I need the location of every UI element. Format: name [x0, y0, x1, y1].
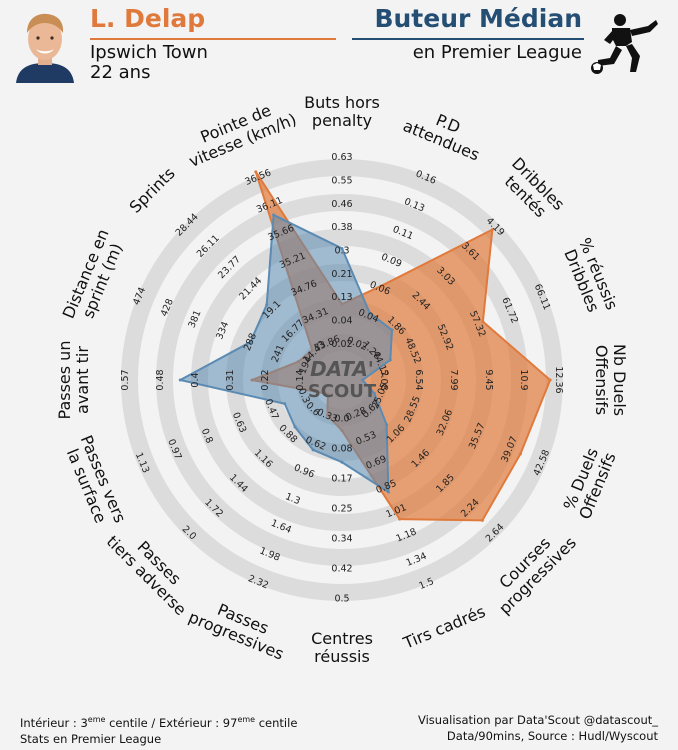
axis-label: Sprints	[126, 164, 179, 217]
axis-label: Distance ensprint (m)	[59, 226, 130, 328]
data-point	[518, 452, 522, 456]
tick-label: 0.63	[331, 152, 352, 163]
league-label: en Premier League	[412, 42, 582, 63]
player-name: L. Delap	[90, 4, 206, 33]
axis-label: Nb DuelsOffensifs	[592, 344, 629, 416]
footer-left: Intérieur : 3eme centile / Extérieur : 9…	[20, 712, 297, 747]
data-point	[283, 402, 287, 406]
data-point	[368, 311, 372, 315]
data-point	[311, 448, 315, 452]
logo-line1: DATA'	[310, 357, 374, 381]
axis-label: Passes unavant tir	[55, 341, 92, 420]
data-point	[340, 246, 344, 250]
datascout-logo: DATA'SCOUT	[308, 357, 377, 402]
axis-label: Centres réussis	[311, 629, 373, 666]
tick-label: 1.3	[284, 491, 302, 507]
tick-label: 0.04	[331, 316, 352, 327]
tick-label: 12.36	[553, 366, 564, 393]
player-info: Ipswich Town 22 ans	[90, 43, 208, 83]
data-point	[481, 320, 485, 324]
tick-label: 0.22	[260, 369, 271, 390]
data-point	[272, 213, 276, 217]
data-point	[398, 517, 402, 521]
tick-label: 0.4	[190, 372, 201, 387]
tick-label: 0.38	[331, 222, 352, 233]
axis-label: Tirs cadrés	[400, 602, 488, 653]
data-point	[386, 490, 390, 494]
player-club: Ipswich Town	[90, 42, 208, 63]
background-ring	[121, 159, 563, 601]
tick-label: 0.25	[331, 504, 352, 515]
role-title: Buteur Médian	[374, 4, 582, 33]
tick-label: 0.8	[199, 427, 215, 445]
axis-label: Dribblestentés	[495, 154, 568, 227]
tick-label: 0.17	[331, 474, 352, 485]
player-photo	[12, 9, 78, 83]
data-point	[548, 378, 552, 382]
data-point	[388, 358, 392, 362]
tick-label: 0.3	[296, 387, 312, 405]
tick-label: 7.99	[448, 369, 459, 390]
source-line: Data/90mins, Source : Hudl/Wyscout	[446, 729, 658, 743]
axis-label: Passes versla surface	[60, 432, 130, 532]
role-underline	[352, 38, 584, 40]
tick-label: 6.54	[413, 369, 424, 390]
tick-label: 1.5	[417, 576, 435, 592]
data-point	[254, 170, 258, 174]
stats-scope: Stats en Premier League	[20, 731, 162, 746]
tick-label: 0.21	[331, 269, 352, 280]
percentile-range: Intérieur : 3eme centile / Extérieur : 9…	[20, 715, 298, 730]
tick-label: 0.02	[331, 339, 352, 350]
axis-label: % réussisDribbles	[558, 235, 621, 319]
tick-label: 0.14	[295, 369, 306, 390]
tick-label: 5.08	[378, 369, 389, 390]
data-point	[372, 391, 376, 395]
axis-label: % DuelsOffensifs	[559, 443, 620, 522]
logo-line2: SCOUT	[308, 381, 377, 402]
player-underline	[90, 38, 336, 40]
tick-label: 0.08	[331, 444, 352, 455]
data-point	[385, 423, 389, 427]
player-age: 22 ans	[90, 62, 151, 83]
tick-label: 0.31	[225, 369, 236, 390]
tick-label: 9.45	[483, 369, 494, 390]
tick-label: 0.42	[331, 564, 352, 575]
tick-label: 0.48	[155, 369, 166, 390]
credit-line: Visualisation par Data'Scout @datascout_	[417, 713, 658, 727]
tick-label: 0.34	[331, 534, 352, 545]
data-point	[379, 284, 383, 288]
data-point	[490, 228, 494, 232]
tick-label: 0.46	[331, 199, 352, 210]
data-point	[293, 425, 297, 429]
data-point	[340, 460, 344, 464]
tick-label: 0.3	[334, 246, 349, 257]
tick-label: 0.13	[331, 292, 352, 303]
data-point	[361, 378, 365, 382]
data-point	[248, 340, 252, 344]
data-point	[480, 518, 484, 522]
data-point	[178, 378, 182, 382]
footer-right: Visualisation par Data'Scout @datascout_…	[418, 712, 658, 744]
tick-label: 0.55	[331, 176, 352, 187]
tick-label: 0.57	[120, 369, 131, 390]
tick-label: 10.9	[518, 369, 529, 390]
axis-label: P.Dattendues	[400, 99, 489, 164]
tick-label: 0.0	[334, 414, 349, 425]
data-point	[390, 328, 394, 332]
axis-label: Passesprogressives	[186, 591, 294, 664]
footballer-icon	[586, 12, 664, 78]
axis-label: Buts hors penalty	[304, 93, 380, 130]
tick-label: 0.5	[334, 594, 349, 605]
axis-label: Pointe devitesse (km/h)	[179, 93, 299, 171]
data-point	[265, 303, 269, 307]
